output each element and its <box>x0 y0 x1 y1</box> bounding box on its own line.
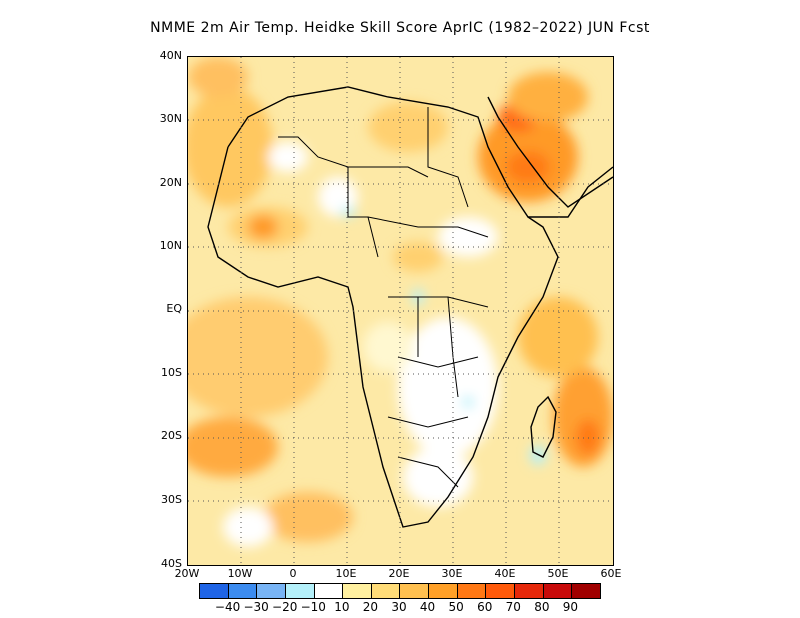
x-tick-label: 10W <box>227 567 253 580</box>
colorbar-label: 90 <box>562 600 579 614</box>
colorbar-label: −30 <box>243 600 269 614</box>
y-tick-label: 20N <box>159 176 182 189</box>
colorbar-swatch <box>543 584 573 598</box>
y-tick-label: 10N <box>159 239 182 252</box>
y-tick-label: 30N <box>159 112 182 125</box>
skill-patch <box>268 142 308 172</box>
x-tick-label: 30E <box>441 567 463 580</box>
colorbar-label: 80 <box>534 600 550 614</box>
colorbar-swatch <box>429 584 458 598</box>
skill-patch <box>188 57 248 97</box>
colorbar-swatch <box>400 584 430 598</box>
skill-patch <box>438 217 498 257</box>
colorbar-label: 70 <box>505 600 521 614</box>
border-line <box>397 456 459 488</box>
colorbar-swatch <box>257 584 286 598</box>
colorbar-label: 10 <box>334 600 350 614</box>
coastline-north <box>227 86 613 218</box>
skill-patch <box>223 507 273 547</box>
y-tick-label: 40S <box>161 557 182 570</box>
skill-patch <box>393 242 443 272</box>
colorbar-label: −40 <box>214 600 241 614</box>
colorbar-label: 20 <box>362 600 379 614</box>
colorbar-label: 40 <box>419 600 436 614</box>
colorbar-swatch <box>457 584 487 598</box>
skill-patch <box>363 322 413 372</box>
colorbar-swatch <box>486 584 516 598</box>
colorbar-swatch <box>343 584 372 598</box>
colorbar-label: 60 <box>477 600 493 614</box>
colorbar-label: −10 <box>300 600 326 614</box>
colorbar-swatch <box>371 584 401 598</box>
x-tick-label: 50E <box>547 567 569 580</box>
skill-patch <box>188 87 273 207</box>
y-tick-label: 20S <box>161 429 182 442</box>
colorbar-swatch <box>228 584 258 598</box>
map-panel <box>187 56 614 566</box>
border-line <box>367 216 489 238</box>
colorbar-label: −20 <box>272 600 298 614</box>
colorbar-swatch <box>572 584 600 598</box>
x-tick-label: 10E <box>335 567 357 580</box>
graticule <box>188 57 613 565</box>
coastlines <box>207 86 613 528</box>
colorbar <box>199 583 601 599</box>
colorbar-swatch <box>515 584 544 598</box>
skill-patch <box>506 151 550 183</box>
y-tick-label: 10S <box>161 366 182 379</box>
colorbar-label: 30 <box>391 600 407 614</box>
border-line <box>397 356 479 368</box>
colorbar-swatch <box>314 584 344 598</box>
border-line <box>387 416 469 428</box>
x-tick-label: 20E <box>388 567 410 580</box>
coastline-madagascar <box>530 395 557 458</box>
skill-patch <box>508 72 588 122</box>
y-tick-label: EQ <box>166 302 182 315</box>
map-svg <box>188 57 613 565</box>
skill-patch <box>263 492 353 542</box>
x-tick-label: 20W <box>174 567 200 580</box>
border-line <box>347 167 379 258</box>
x-tick-label: 0 <box>289 567 297 580</box>
skill-patch <box>576 419 600 455</box>
skill-patch <box>248 215 278 239</box>
x-tick-label: 60E <box>600 567 622 580</box>
skill-patch <box>398 317 498 457</box>
skill-patch <box>462 396 474 408</box>
skill-patch <box>518 297 598 377</box>
skill-patch <box>403 447 473 507</box>
skill-patch <box>368 102 448 152</box>
y-tick-label: 40N <box>159 49 182 62</box>
border-line <box>427 107 469 208</box>
x-tick-label: 40E <box>494 567 516 580</box>
colorbar-label: 50 <box>448 600 464 614</box>
skill-patch <box>188 297 328 417</box>
colorbar-swatch <box>200 584 229 598</box>
skill-patch <box>188 417 278 477</box>
colorbar-swatch <box>285 584 315 598</box>
coastline-africa <box>207 146 559 528</box>
figure-title: NMME 2m Air Temp. Heidke Skill Score Apr… <box>150 20 650 36</box>
y-tick-label: 30S <box>161 493 182 506</box>
coastline-arabia <box>487 96 613 208</box>
